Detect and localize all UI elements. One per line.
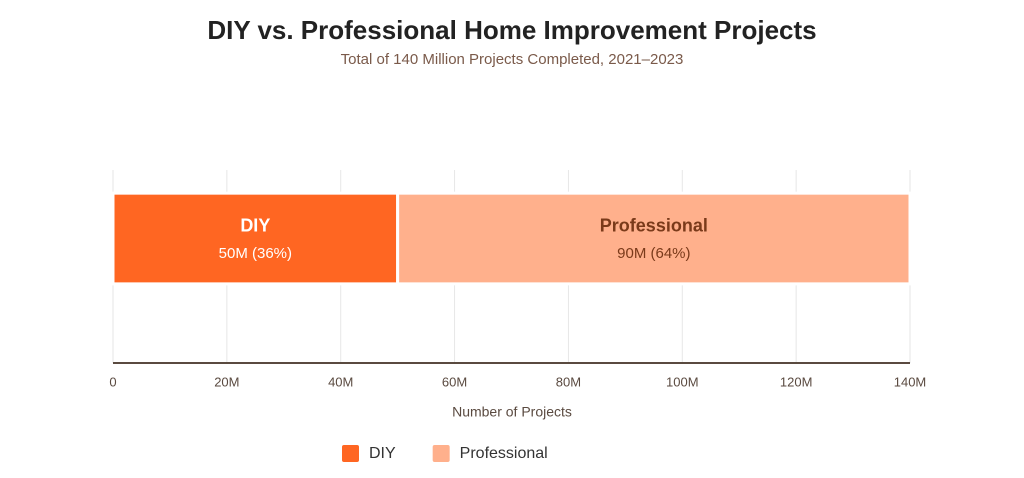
legend-label: DIY <box>369 445 396 462</box>
legend-swatch <box>342 445 359 462</box>
legend-label: Professional <box>460 445 548 462</box>
bar-segment <box>396 191 912 286</box>
data-label: 90M (64%) <box>617 245 690 262</box>
segment-name: DIY <box>240 215 270 235</box>
chart-title: DIY vs. Professional Home Improvement Pr… <box>207 15 816 45</box>
x-tick-label: 120M <box>780 374 813 389</box>
x-tick-label: 20M <box>214 374 239 389</box>
x-axis-title: Number of Projects <box>452 404 572 420</box>
segment-name: Professional <box>600 215 708 235</box>
legend-swatch <box>432 445 450 462</box>
x-tick-label: 140M <box>894 374 927 389</box>
x-tick-label: 80M <box>556 374 581 389</box>
chart-subtitle: Total of 140 Million Projects Completed,… <box>341 51 684 68</box>
data-label: 50M (36%) <box>219 245 292 262</box>
x-tick-label: 40M <box>328 374 353 389</box>
bar-segment <box>111 191 400 286</box>
x-tick-label: 100M <box>666 374 699 389</box>
x-tick-label: 60M <box>442 374 467 389</box>
x-tick-label: 0 <box>109 374 116 389</box>
